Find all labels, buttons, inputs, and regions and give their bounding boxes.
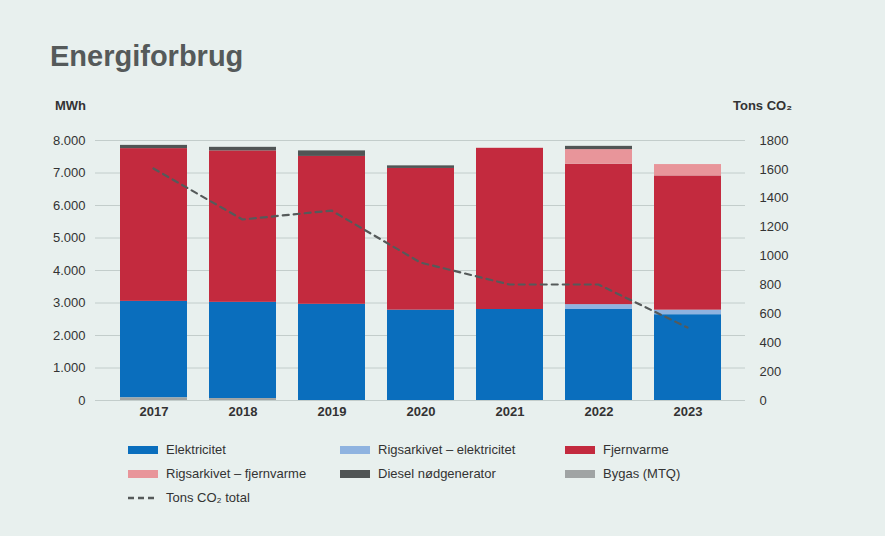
svg-text:1400: 1400 [760,190,789,205]
svg-text:1000: 1000 [760,248,789,263]
svg-text:1600: 1600 [760,162,789,177]
html-text:Energiforbrug: Energiforbrug [50,40,244,72]
svg-text:2023: 2023 [674,404,703,419]
svg-text:0: 0 [78,393,85,408]
svg-text:2020: 2020 [407,404,436,419]
svg-text:800: 800 [760,277,782,292]
html-text:Rigsarkivet – elektricitet: Rigsarkivet – elektricitet [378,442,516,457]
svg-text:6.000: 6.000 [53,198,86,213]
html-text:MWh: MWh [55,98,86,113]
svg-text:200: 200 [760,364,782,379]
svg-text:2017: 2017 [140,404,169,419]
svg-text:8.000: 8.000 [53,133,86,148]
svg-text:1200: 1200 [760,219,789,234]
svg-text:4.000: 4.000 [53,263,86,278]
html-text:Elektricitet: Elektricitet [166,442,226,457]
svg-text:2022: 2022 [585,404,614,419]
svg-text:600: 600 [760,306,782,321]
html-text:Fjernvarme: Fjernvarme [603,442,669,457]
svg-text:5.000: 5.000 [53,230,86,245]
svg-text:2019: 2019 [318,404,347,419]
html-text:Diesel nødgenerator: Diesel nødgenerator [378,466,496,481]
html-text:Tons CO₂ total: Tons CO₂ total [166,490,250,505]
svg-text:1800: 1800 [760,133,789,148]
svg-text:2018: 2018 [229,404,258,419]
svg-text:400: 400 [760,335,782,350]
svg-text:7.000: 7.000 [53,165,86,180]
svg-text:3.000: 3.000 [53,295,86,310]
svg-text:2021: 2021 [496,404,525,419]
svg-text:2.000: 2.000 [53,328,86,343]
svg-text:0: 0 [760,393,767,408]
html-text:Rigsarkivet – fjernvarme: Rigsarkivet – fjernvarme [166,466,307,481]
html-text:Bygas (MTQ): Bygas (MTQ) [603,466,681,481]
svg-text:1.000: 1.000 [53,360,86,375]
html-text:Tons CO₂: Tons CO₂ [733,98,792,113]
